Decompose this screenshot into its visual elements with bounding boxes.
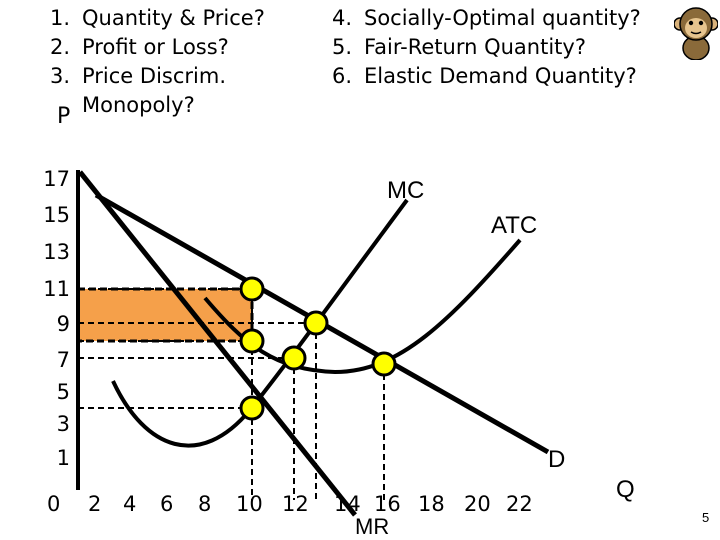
point-fair-return (303, 310, 329, 336)
x-tick: 8 (198, 492, 212, 516)
x-tick: 18 (418, 492, 445, 516)
x-tick: 20 (464, 492, 491, 516)
x-tick: 22 (506, 492, 533, 516)
slide-number: 5 (702, 510, 710, 525)
question-4: 4. Socially-Optimal quantity? (331, 6, 641, 30)
y-axis-label: P (57, 104, 71, 129)
x-tick: 10 (236, 492, 263, 516)
profit-rectangle (76, 287, 254, 343)
point-elastic-demand (371, 351, 397, 377)
point-atc-at-monopoly-output (239, 328, 265, 354)
question-5: 5. Fair-Return Quantity? (331, 35, 586, 59)
mr-label: MR (355, 514, 390, 539)
x-axis-label: Q (616, 476, 635, 503)
questions-right: 4. Socially-Optimal quantity? 5. Fair-Retu… (322, 4, 641, 91)
y-tick: 13 (43, 240, 70, 264)
question-1: 1. Quantity & Price? (49, 6, 265, 30)
y-tick: 11 (43, 277, 70, 301)
guide-lines (78, 288, 385, 500)
question-2: 2. Profit or Loss? (49, 35, 229, 59)
mc-label: MC (387, 177, 425, 204)
x-tick: 16 (374, 492, 401, 516)
x-tick: 12 (282, 492, 309, 516)
y-tick: 15 (43, 203, 70, 227)
y-tick: 17 (43, 167, 70, 191)
questions-left: 1. Quantity & Price? 2. Profit or Loss? 3.… (40, 4, 265, 120)
y-tick: 7 (56, 348, 70, 372)
x-tick: 2 (88, 492, 102, 516)
atc-label: ATC (491, 212, 538, 239)
question-3: 3. Price Discrim. (49, 64, 226, 88)
y-tick: 5 (56, 380, 70, 404)
point-monopoly-price (239, 276, 265, 302)
y-tick: 1 (56, 446, 70, 470)
point-atc-min (281, 345, 307, 371)
question-3-continued: Monopoly? (82, 93, 195, 117)
y-tick: 9 (56, 312, 70, 336)
monkey-icon (674, 7, 718, 60)
demand-label: D (548, 446, 566, 473)
origin-label: 0 (47, 492, 61, 516)
point-mr-equals-mc (239, 395, 265, 421)
x-tick: 14 (334, 492, 361, 516)
question-6: 6. Elastic Demand Quantity? (331, 64, 637, 88)
x-tick: 4 (123, 492, 137, 516)
y-tick: 3 (56, 412, 70, 436)
mr-curve (78, 170, 357, 517)
x-tick: 6 (160, 492, 174, 516)
